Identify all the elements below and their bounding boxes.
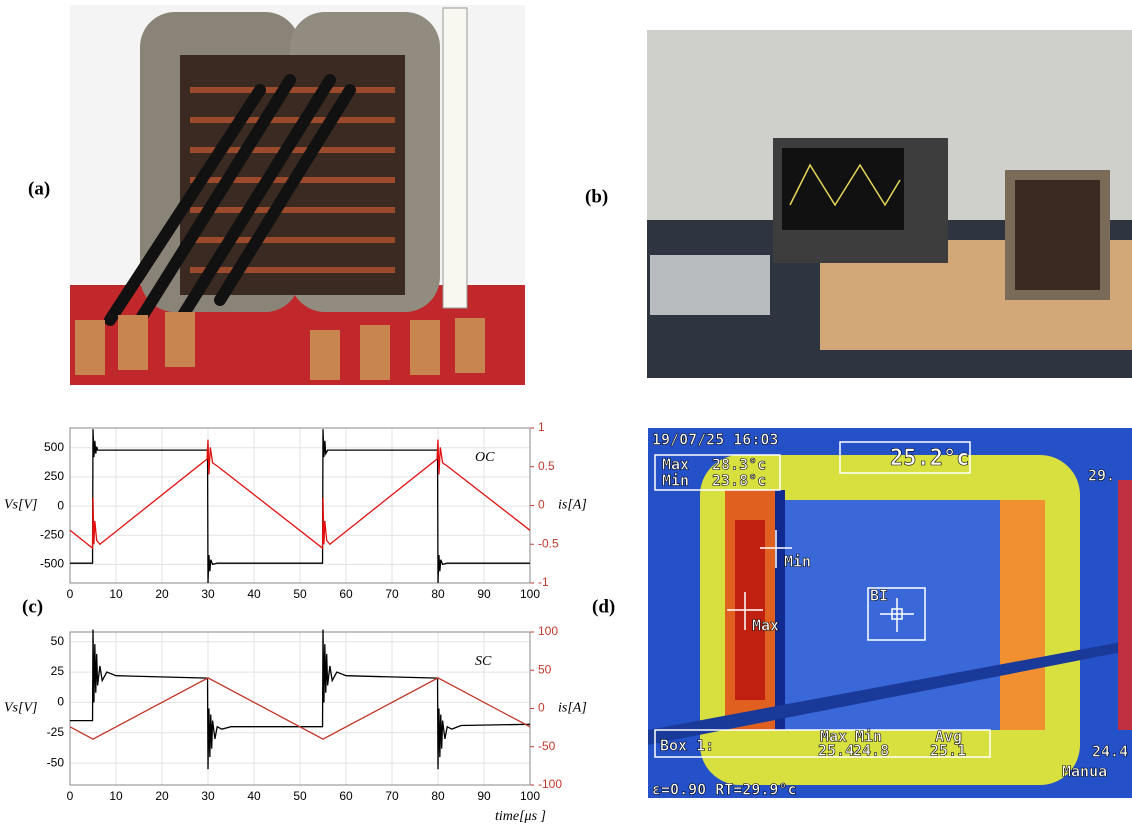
photo-transformer [70,5,525,385]
figure: (a) (b) (c) (d) 19/07/25 16:03 25.2°c Ma… [0,0,1132,827]
x-tick-label: 60 [339,587,353,601]
annotation: OC [475,450,495,465]
thermal-text: Min [662,472,689,490]
x-tick-label: 70 [385,789,399,803]
photo-setup [647,30,1132,378]
y2-tick-label: -50 [538,739,556,753]
x-tick-label: 10 [109,587,123,601]
x-tick-label: 70 [385,587,399,601]
y2-axis-label: is[A] [558,498,587,513]
y2-tick-label: 1 [538,420,545,434]
y-tick-label: 250 [44,469,64,483]
thermal-text: 19/07/25 16:03 [652,431,778,449]
y2-tick-label: 0 [538,701,545,715]
x-tick-label: 90 [477,587,491,601]
y2-tick-label: -1 [538,575,549,589]
annotation: SC [475,654,492,669]
x-tick-label: 0 [67,587,74,601]
y-tick-label: -500 [40,557,64,571]
x-tick-label: 90 [477,789,491,803]
y-tick-label: 50 [51,634,65,648]
y-tick-label: 500 [44,440,64,454]
y2-axis-label: is[A] [558,701,587,716]
thermal-text: Box 1: [660,737,714,755]
x-tick-label: 0 [67,789,74,803]
y2-tick-label: 0.5 [538,459,555,473]
thermal-text: Min [784,553,811,571]
y-axis-label: Vs[V] [4,701,37,716]
x-tick-label: 40 [247,587,261,601]
x-tick-label: 20 [155,789,169,803]
y2-tick-label: 100 [538,624,558,638]
x-tick-label: 100 [520,587,540,601]
x-tick-label: 80 [431,587,445,601]
x-tick-label: 50 [293,587,307,601]
y-tick-label: -250 [40,527,64,541]
x-axis-label: time[μs ] [495,809,546,824]
x-tick-label: 60 [339,789,353,803]
x-tick-label: 40 [247,789,261,803]
y-tick-label: 0 [57,695,64,709]
thermal-text: ε=0.90 RT=29.9°c [652,781,797,799]
y2-tick-label: 50 [538,662,552,676]
y-tick-label: -50 [47,755,65,769]
thermal-text: 23.8°c [712,472,766,490]
panel-label: (a) [28,178,50,199]
thermal-text: Max [752,617,779,635]
panel-label: (d) [592,596,615,617]
x-tick-label: 100 [520,789,540,803]
panel-label: (c) [22,596,43,617]
y-axis-label: Vs[V] [4,498,37,513]
y2-tick-label: -0.5 [538,536,559,550]
thermal-text: 25.1 [930,742,966,760]
x-tick-label: 30 [201,587,215,601]
thermal-text: 24.8 [853,742,889,760]
thermal-text: 29. [1088,467,1115,485]
thermal-text: Manua [1062,763,1107,781]
x-tick-label: 20 [155,587,169,601]
thermal-text: 25.2°c [890,446,969,471]
y2-tick-label: -100 [538,777,562,791]
x-tick-label: 30 [201,789,215,803]
x-tick-label: 50 [293,789,307,803]
y-tick-label: 25 [51,664,65,678]
thermal-text: BI [870,587,888,605]
x-tick-label: 80 [431,789,445,803]
x-tick-label: 10 [109,789,123,803]
thermal-text: 25.4 [818,742,854,760]
y2-tick-label: 0 [538,498,545,512]
y-tick-label: -25 [47,725,65,739]
panel-label: (b) [585,186,608,207]
thermal-text: 24.4 [1092,743,1128,761]
y-tick-label: 0 [57,498,64,512]
